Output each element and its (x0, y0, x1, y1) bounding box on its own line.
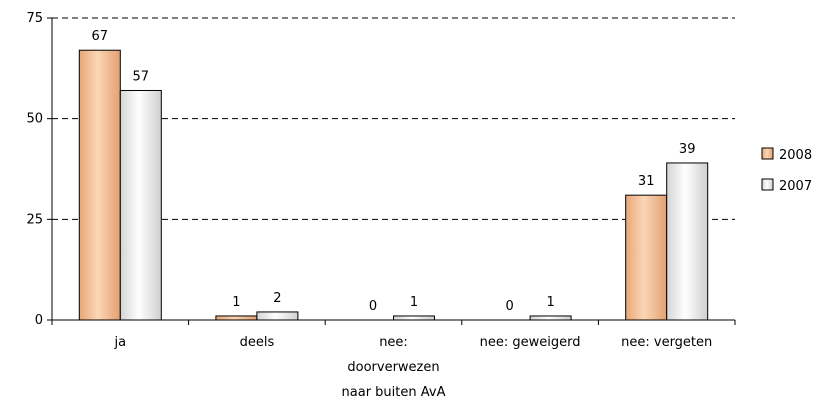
y-tick-label: 50 (26, 112, 43, 127)
bar-2008-0 (78, 49, 121, 321)
bar-2007-2 (393, 315, 435, 321)
legend-label: 2008 (779, 148, 812, 163)
bar-2007-1 (256, 311, 299, 321)
x-category-label-line: nee: (379, 335, 408, 350)
data-label: 1 (546, 295, 554, 310)
axes: 0 25 50 75 ja deels nee: doorverwezen naar buite… (26, 11, 736, 400)
x-category-label: ja (114, 335, 127, 350)
data-label: 1 (232, 295, 240, 310)
bar-2007-3 (529, 315, 572, 321)
data-label: 1 (410, 295, 418, 310)
x-category-label: nee: geweigerd (480, 335, 581, 350)
bar-2008-4 (625, 194, 668, 321)
data-labels: 67 57 1 2 0 1 0 1 31 39 (92, 29, 696, 314)
x-category-label-line: ja (114, 335, 127, 350)
y-tick-label: 0 (35, 313, 43, 328)
x-category-label-line: naar buiten AvA (342, 385, 446, 400)
data-label: 39 (679, 142, 696, 157)
bar-2007-4 (666, 162, 709, 321)
x-category-label-line: deels (240, 335, 275, 350)
bars (78, 49, 709, 321)
bar-2007-0 (119, 89, 162, 321)
legend: 2008 2007 (761, 147, 812, 194)
grid-lines (52, 17, 735, 220)
legend-label: 2007 (779, 179, 812, 194)
x-category-label-line: doorverwezen (347, 360, 439, 375)
x-category-label: deels (240, 335, 275, 350)
bar-2008-1 (215, 315, 258, 321)
x-category-label: nee: doorverwezen naar buiten AvA (342, 335, 446, 400)
y-tick-label: 75 (26, 11, 43, 26)
y-tick-label: 25 (26, 212, 43, 227)
x-category-label-line: nee: geweigerd (480, 335, 581, 350)
legend-swatch-2007 (761, 178, 774, 191)
x-category-label-line: nee: vergeten (621, 335, 712, 350)
data-label: 0 (505, 299, 513, 314)
data-label: 57 (133, 69, 150, 84)
data-label: 31 (638, 174, 655, 189)
data-label: 0 (369, 299, 377, 314)
x-category-label: nee: vergeten (621, 335, 712, 350)
data-label: 67 (92, 29, 109, 44)
legend-swatch-2008 (761, 147, 774, 160)
data-label: 2 (273, 291, 281, 306)
